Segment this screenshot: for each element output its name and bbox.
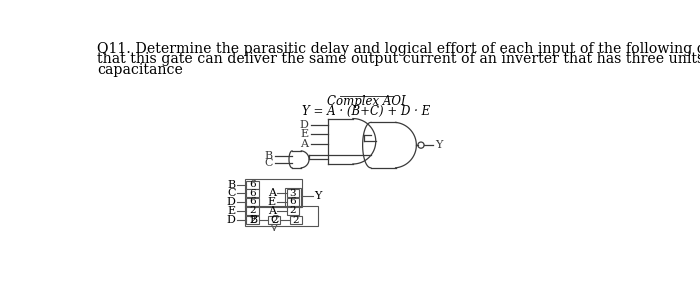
Bar — [268, 216, 281, 224]
Bar — [285, 188, 300, 207]
Text: D: D — [300, 120, 309, 130]
Text: B: B — [249, 215, 257, 225]
Bar — [245, 206, 318, 226]
Bar — [287, 207, 299, 215]
Text: Y: Y — [435, 140, 442, 150]
Text: Q11. Determine the parasitic delay and logical effort of each input of the follo: Q11. Determine the parasitic delay and l… — [97, 42, 700, 55]
Text: B: B — [228, 180, 235, 190]
Bar — [246, 189, 259, 197]
Text: E: E — [300, 130, 309, 140]
Text: 6: 6 — [249, 197, 256, 206]
Text: 2: 2 — [249, 216, 256, 225]
Bar — [246, 181, 259, 189]
Bar — [287, 189, 299, 197]
Text: 6: 6 — [249, 189, 256, 198]
Text: E: E — [228, 206, 235, 216]
Text: C: C — [264, 158, 273, 168]
Text: 2: 2 — [293, 216, 300, 225]
Text: A: A — [268, 206, 276, 216]
Text: D: D — [227, 215, 235, 225]
Text: 2: 2 — [290, 206, 296, 215]
Text: B: B — [265, 150, 273, 160]
Text: Y: Y — [314, 191, 322, 201]
Text: C: C — [227, 188, 235, 198]
Text: Y = A · (B+C) + D · E: Y = A · (B+C) + D · E — [302, 105, 430, 118]
Text: 2: 2 — [249, 206, 256, 215]
Text: capacitance: capacitance — [97, 63, 183, 77]
Text: Complex AOI: Complex AOI — [327, 96, 406, 109]
Text: D: D — [227, 197, 235, 207]
Text: E: E — [267, 197, 276, 207]
Bar — [246, 207, 259, 215]
Text: that this gate can deliver the same output current of an inverter that has three: that this gate can deliver the same outp… — [97, 52, 700, 66]
Text: C: C — [270, 215, 279, 225]
Text: 6: 6 — [290, 197, 296, 206]
Bar — [290, 216, 302, 224]
Bar — [245, 179, 302, 207]
Text: 6: 6 — [249, 180, 256, 189]
Text: A: A — [268, 188, 276, 198]
Text: A: A — [300, 139, 309, 149]
Bar — [246, 198, 259, 206]
Text: 3: 3 — [290, 189, 296, 198]
Text: 2: 2 — [271, 216, 278, 225]
Bar — [246, 216, 259, 224]
Bar — [287, 198, 299, 206]
